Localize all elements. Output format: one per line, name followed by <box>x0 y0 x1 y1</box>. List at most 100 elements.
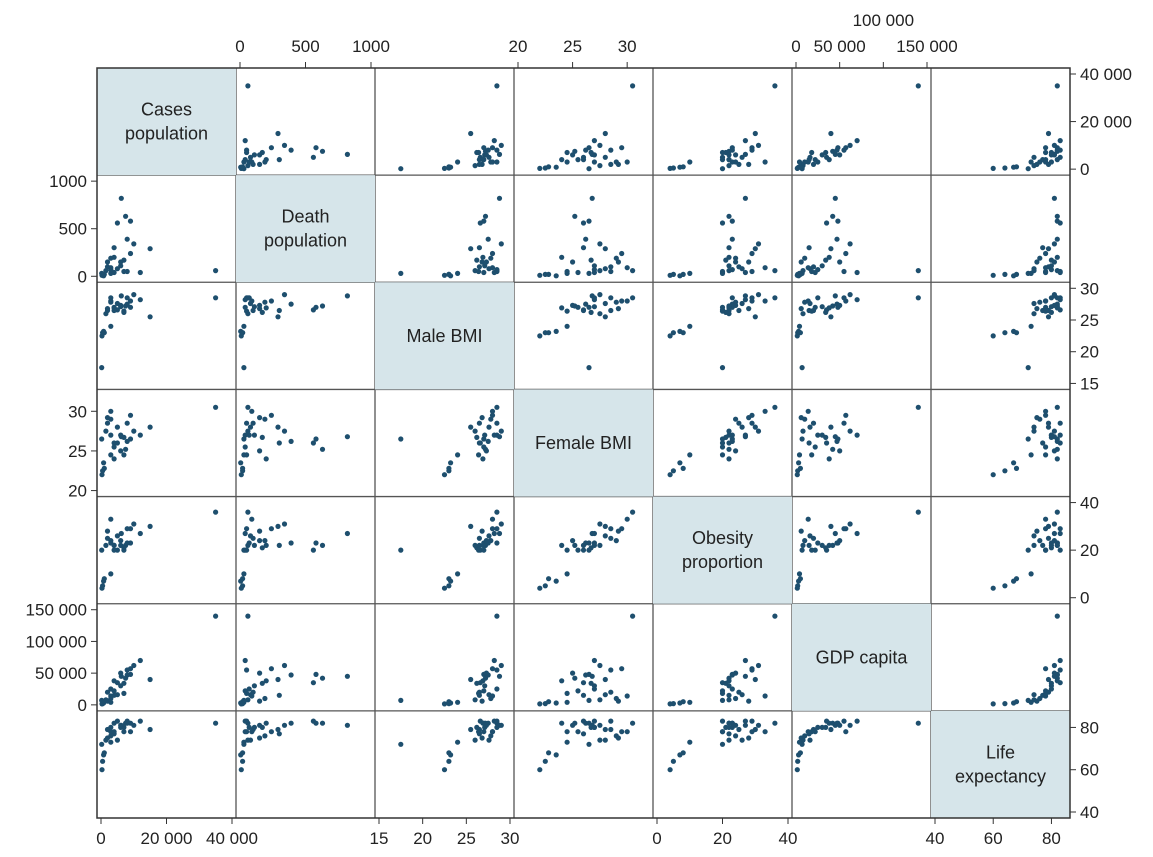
point-female_bmi-vs-life <box>1054 404 1060 410</box>
point-female_bmi-vs-male_bmi <box>480 456 486 462</box>
point-deaths-vs-male_bmi <box>468 246 474 252</box>
point-deaths-vs-female_bmi <box>580 220 587 226</box>
point-female_bmi-vs-gdp <box>841 420 847 426</box>
y-tick-label-life: 60 <box>1080 761 1099 780</box>
point-deaths-vs-female_bmi <box>588 257 594 263</box>
point-male_bmi-vs-female_bmi <box>575 304 581 310</box>
point-life-vs-cases <box>99 767 105 773</box>
y-tick-label-gdp: 0 <box>78 696 87 715</box>
point-gdp-vs-male_bmi <box>482 683 488 689</box>
point-obesity-vs-female_bmi <box>608 526 614 532</box>
point-deaths-vs-gdp <box>915 268 921 274</box>
point-deaths-vs-female_bmi <box>630 268 636 274</box>
point-male_bmi-vs-life <box>1034 306 1040 312</box>
point-cases-vs-deaths <box>276 157 282 163</box>
point-deaths-vs-cases <box>111 245 117 251</box>
point-gdp-vs-obesity <box>726 697 732 703</box>
point-female_bmi-vs-obesity <box>749 420 755 426</box>
point-obesity-vs-cases <box>137 530 143 537</box>
point-male_bmi-vs-obesity <box>752 314 758 320</box>
point-cases-vs-gdp <box>826 157 832 163</box>
point-deaths-vs-life <box>1054 213 1060 219</box>
point-female_bmi-vs-cases <box>124 438 130 444</box>
point-obesity-vs-female_bmi <box>570 538 576 544</box>
point-life-vs-obesity <box>726 731 732 737</box>
point-deaths-vs-cases <box>111 254 117 260</box>
point-life-vs-cases <box>108 724 114 731</box>
point-life-vs-cases <box>213 720 219 726</box>
point-female_bmi-vs-cases <box>137 432 143 438</box>
point-cases-vs-male_bmi <box>483 152 489 158</box>
point-life-vs-female_bmi <box>575 729 581 735</box>
point-gdp-vs-cases <box>137 657 143 664</box>
point-deaths-vs-life <box>1051 259 1057 265</box>
point-cases-vs-life <box>1045 130 1052 137</box>
point-gdp-vs-cases <box>114 692 120 698</box>
point-obesity-vs-male_bmi <box>468 523 474 530</box>
point-female_bmi-vs-gdp <box>796 452 803 458</box>
point-obesity-vs-deaths <box>288 540 294 546</box>
y-tick-label-male_bmi: 15 <box>1080 374 1099 393</box>
point-life-vs-gdp <box>843 729 849 735</box>
point-life-vs-gdp <box>807 737 813 743</box>
x-tick-label-life: 60 <box>984 829 1003 848</box>
point-male_bmi-vs-obesity <box>739 300 745 307</box>
point-deaths-vs-obesity <box>749 268 755 275</box>
point-female_bmi-vs-obesity <box>742 432 749 438</box>
point-obesity-vs-deaths <box>241 571 247 577</box>
point-male_bmi-vs-obesity <box>680 330 686 336</box>
point-gdp-vs-cases <box>108 693 114 699</box>
point-cases-vs-gdp <box>854 138 860 144</box>
point-deaths-vs-life <box>1054 236 1060 242</box>
point-cases-vs-gdp <box>796 159 803 165</box>
point-male_bmi-vs-deaths <box>288 301 294 307</box>
point-cases-vs-male_bmi <box>494 147 500 153</box>
point-female_bmi-vs-deaths <box>251 432 257 438</box>
point-female_bmi-vs-life <box>1043 412 1049 418</box>
point-cases-vs-life <box>1057 147 1063 153</box>
point-cases-vs-life <box>1054 157 1060 163</box>
point-female_bmi-vs-obesity <box>667 472 673 478</box>
point-deaths-vs-male_bmi <box>441 272 448 278</box>
point-cases-vs-gdp <box>915 83 921 89</box>
point-life-vs-deaths <box>238 767 244 773</box>
variable-label-male_bmi: Male BMI <box>406 326 482 346</box>
point-female_bmi-vs-life <box>1031 424 1037 430</box>
point-female_bmi-vs-life <box>990 472 996 478</box>
point-life-vs-deaths <box>242 718 248 724</box>
point-deaths-vs-cases <box>114 266 120 272</box>
point-gdp-vs-deaths <box>257 670 263 676</box>
point-cases-vs-obesity <box>736 161 742 167</box>
point-cases-vs-gdp <box>828 130 834 137</box>
point-deaths-vs-gdp <box>854 269 860 276</box>
point-obesity-vs-gdp <box>805 516 811 522</box>
point-male_bmi-vs-female_bmi <box>559 305 565 311</box>
point-gdp-vs-cases <box>213 613 219 619</box>
point-deaths-vs-cases <box>213 268 219 274</box>
point-cases-vs-deaths <box>251 152 257 158</box>
x-tick-label-gdp: 100 000 <box>853 11 914 30</box>
point-deaths-vs-gdp <box>815 267 821 273</box>
x-tick-label-male_bmi: 20 <box>413 829 432 848</box>
point-deaths-vs-cases <box>147 246 153 252</box>
point-life-vs-gdp <box>837 722 843 728</box>
point-cases-vs-obesity <box>729 159 735 165</box>
point-cases-vs-deaths <box>257 152 263 158</box>
point-female_bmi-vs-gdp <box>800 428 806 434</box>
point-male_bmi-vs-cases <box>124 301 130 307</box>
point-male_bmi-vs-deaths <box>244 308 250 314</box>
point-gdp-vs-female_bmi <box>583 672 589 678</box>
point-gdp-vs-cases <box>124 672 130 678</box>
point-deaths-vs-gdp <box>835 218 841 224</box>
point-cases-vs-life <box>1051 152 1057 158</box>
point-male_bmi-vs-obesity <box>729 295 735 301</box>
point-gdp-vs-deaths <box>281 662 288 669</box>
x-tick-label-obesity: 20 <box>713 829 732 848</box>
point-life-vs-obesity <box>739 737 745 743</box>
point-female_bmi-vs-deaths <box>310 440 316 446</box>
point-male_bmi-vs-deaths <box>240 330 246 336</box>
point-female_bmi-vs-male_bmi <box>476 420 482 426</box>
point-cases-vs-life <box>1057 138 1063 144</box>
y-tick-label-life: 40 <box>1080 803 1099 822</box>
point-deaths-vs-female_bmi <box>546 271 552 277</box>
